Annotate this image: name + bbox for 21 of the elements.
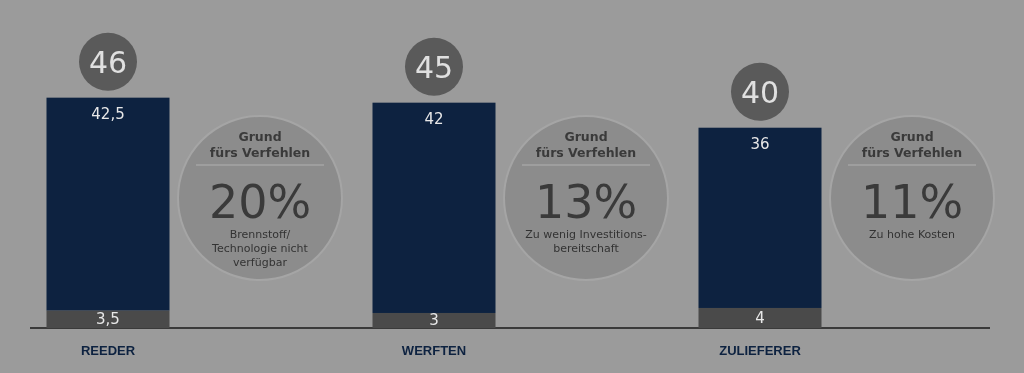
data-label: 42: [424, 109, 444, 128]
bar: [46, 310, 170, 328]
data-label: 36: [750, 134, 770, 153]
x-tick-label: ZULIEFERER: [719, 343, 802, 358]
bar: [698, 307, 822, 328]
total-label: 46: [88, 44, 128, 80]
data-label: 42,5: [91, 104, 125, 123]
x-tick-label: REEDER: [80, 343, 136, 358]
data-label: 4: [755, 308, 765, 327]
bar: [372, 312, 496, 328]
text: Grund fürs Verfehlen 20% Brennstoff/ Technologie nicht verfügbar: [208, 129, 312, 269]
data-label: 3,5: [96, 310, 120, 329]
bar: [372, 102, 496, 313]
total-label: 45: [414, 49, 454, 85]
data-label: 3: [429, 311, 439, 330]
text: Grund fürs Verfehlen 13% Zu wenig Investitions- bereitschaft: [525, 129, 647, 255]
x-tick-label: WERFTEN: [401, 343, 467, 358]
bar: [698, 127, 822, 308]
bar: [46, 97, 170, 311]
text: Grund fürs Verfehlen 11% Zu hohe Kosten: [860, 129, 964, 241]
total-label: 40: [740, 74, 780, 110]
